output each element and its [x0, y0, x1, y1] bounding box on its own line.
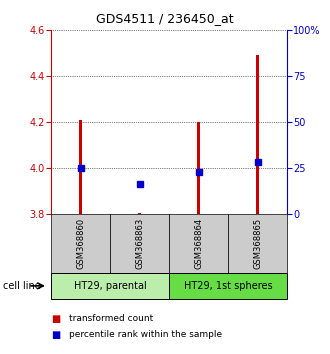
- Text: GSM368865: GSM368865: [253, 218, 262, 269]
- Bar: [256, 55, 259, 214]
- Bar: [197, 122, 200, 214]
- Bar: [138, 212, 141, 214]
- Text: HT29, parental: HT29, parental: [74, 281, 147, 291]
- Text: GDS4511 / 236450_at: GDS4511 / 236450_at: [96, 12, 234, 25]
- Text: GSM368863: GSM368863: [135, 218, 144, 269]
- Bar: [79, 120, 82, 214]
- Text: HT29, 1st spheres: HT29, 1st spheres: [184, 281, 273, 291]
- Text: ■: ■: [51, 314, 60, 324]
- Text: ■: ■: [51, 330, 60, 339]
- Text: GSM368864: GSM368864: [194, 218, 203, 269]
- Text: percentile rank within the sample: percentile rank within the sample: [69, 330, 222, 339]
- Text: cell line: cell line: [3, 281, 41, 291]
- Text: transformed count: transformed count: [69, 314, 153, 323]
- Text: GSM368860: GSM368860: [76, 218, 85, 269]
